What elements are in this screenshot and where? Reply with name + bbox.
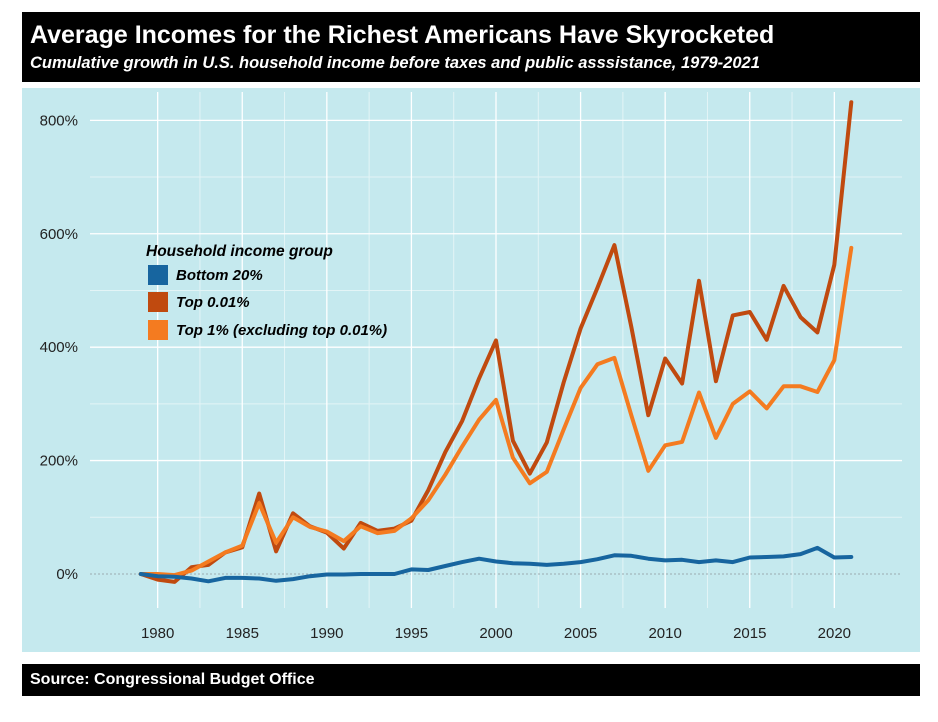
- x-tick-label: 2010: [648, 625, 681, 642]
- chart-header: Average Incomes for the Richest American…: [22, 12, 920, 82]
- y-tick-label: 800%: [40, 112, 78, 129]
- plot-background: [22, 88, 920, 652]
- x-tick-label: 2015: [733, 625, 766, 642]
- line-chart: 0% 200% 400% 600% 800% 1980 1985 1990 1995 2000 20…: [22, 88, 920, 652]
- y-tick-label: 400%: [40, 339, 78, 356]
- chart-title: Average Incomes for the Richest American…: [30, 21, 775, 49]
- x-tick-label: 2000: [479, 625, 512, 642]
- legend: Household income group Bottom 20% Top 0.…: [146, 243, 387, 340]
- legend-label-top-1: Top 1% (excluding top 0.01%): [176, 322, 387, 339]
- y-tick-label: 0%: [56, 566, 78, 583]
- legend-label-bottom-20: Bottom 20%: [176, 267, 263, 284]
- series-lines: [138, 100, 854, 584]
- legend-swatch-top-1: [148, 320, 168, 340]
- legend-label-top-0-01: Top 0.01%: [176, 294, 250, 311]
- series-line-top-0-01: [138, 100, 854, 584]
- x-tick-label: 2005: [564, 625, 597, 642]
- axis-labels: 0% 200% 400% 600% 800% 1980 1985 1990 1995 2000 20…: [40, 112, 851, 642]
- chart-subtitle: Cumulative growth in U.S. household inco…: [30, 54, 760, 72]
- x-tick-label: 1995: [395, 625, 428, 642]
- y-tick-label: 600%: [40, 226, 78, 243]
- x-tick-label: 1980: [141, 625, 174, 642]
- source-footer: Source: Congressional Budget Office: [22, 664, 920, 696]
- legend-swatch-top-0-01: [148, 292, 168, 312]
- gridlines: [90, 92, 902, 608]
- x-tick-label: 2020: [818, 625, 851, 642]
- source-text: Source: Congressional Budget Office: [30, 671, 315, 688]
- x-tick-label: 1985: [226, 625, 259, 642]
- y-tick-label: 200%: [40, 453, 78, 470]
- legend-swatch-bottom-20: [148, 265, 168, 285]
- plot-area: 0% 200% 400% 600% 800% 1980 1985 1990 1995 2000 20…: [22, 88, 920, 652]
- series-line-bottom-20: [138, 545, 854, 584]
- series-line-top-1-excluding-top-0-01: [138, 245, 854, 578]
- x-tick-label: 1990: [310, 625, 343, 642]
- legend-title: Household income group: [146, 243, 333, 260]
